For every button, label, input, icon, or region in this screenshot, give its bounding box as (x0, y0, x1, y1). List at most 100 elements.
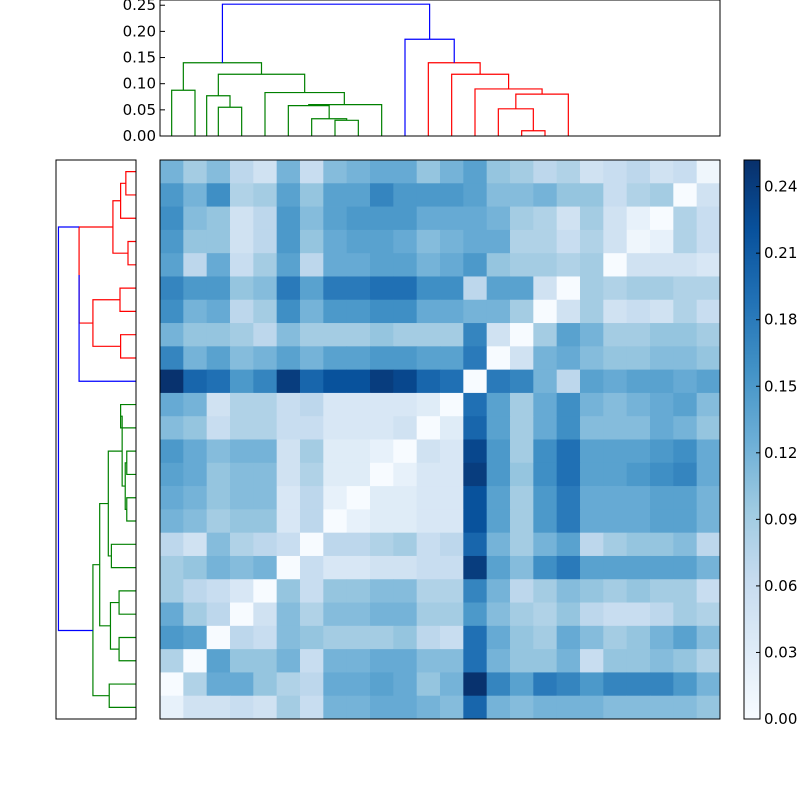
heatmap-cell-r8-c6 (300, 346, 324, 371)
heatmap-cell-r8-c20 (626, 346, 651, 371)
heatmap-cell-r13-c14 (486, 462, 511, 487)
heatmap-cell-r0-c5 (276, 160, 301, 184)
heatmap-cell-r1-c21 (650, 183, 674, 207)
left-dendrogram-link-6 (92, 299, 121, 347)
heatmap-cell-r7-c15 (510, 323, 534, 347)
heatmap-cell-r9-c12 (440, 369, 464, 394)
heatmap-cell-r16-c18 (580, 532, 604, 557)
heatmap-cell-r19-c12 (440, 602, 464, 627)
heatmap-cell-r8-c0 (160, 346, 184, 371)
left-dendrogram-link-14 (110, 543, 136, 569)
heatmap-cell-r22-c10 (393, 672, 418, 697)
heatmap-cell-r2-c8 (346, 206, 371, 231)
heatmap-cell-r6-c15 (510, 299, 534, 324)
heatmap-cell-r9-c13 (463, 369, 488, 394)
top-dendrogram-y-axis: 0.00 0.05 0.10 0.15 0.20 0.25 (123, 0, 165, 145)
heatmap-cell-r20-c11 (416, 625, 441, 650)
heatmap-cell-r18-c6 (300, 579, 324, 603)
heatmap-cell-r16-c10 (393, 532, 418, 557)
heatmap-cell-r1-c14 (486, 183, 511, 207)
colorbar-tick-label-8: 0.24 (764, 178, 797, 196)
heatmap-cell-r20-c20 (626, 625, 651, 650)
heatmap-cell-r6-c11 (416, 299, 441, 324)
heatmap-cell-r5-c5 (276, 276, 301, 301)
heatmap-cell-r22-c9 (370, 672, 394, 697)
heatmap-cell-r21-c2 (206, 649, 231, 673)
heatmap-cell-r6-c8 (346, 299, 371, 324)
heatmap-cell-r16-c9 (370, 532, 394, 557)
heatmap-cell-r23-c9 (370, 695, 394, 720)
heatmap-cell-r3-c3 (230, 229, 254, 254)
heatmap-cell-r22-c21 (650, 672, 674, 697)
heatmap-cell-r20-c22 (673, 625, 698, 650)
heatmap-cell-r21-c19 (603, 649, 628, 673)
heatmap-cell-r1-c13 (463, 183, 488, 207)
heatmap-cell-r12-c3 (230, 439, 254, 464)
heatmap-cell-r17-c21 (650, 555, 674, 580)
heatmap-cell-r9-c22 (673, 369, 698, 394)
heatmap-cell-r21-c5 (276, 649, 301, 673)
heatmap-cell-r10-c16 (533, 392, 558, 417)
heatmap-cell-r6-c13 (463, 299, 488, 324)
heatmap-cell-r18-c17 (556, 579, 581, 603)
heatmap-cell-r16-c20 (626, 532, 651, 557)
heatmap-cell-r15-c17 (556, 509, 581, 534)
heatmap-cell-r12-c15 (510, 439, 534, 464)
left-dendrogram-link-19 (107, 450, 123, 557)
heatmap-cell-r23-c4 (253, 695, 278, 720)
heatmap-cell-r22-c0 (160, 672, 184, 697)
heatmap-cell-r11-c17 (556, 416, 581, 440)
heatmap-cell-r1-c8 (346, 183, 371, 207)
heatmap-cell-r8-c3 (230, 346, 254, 371)
heatmap-cell-r15-c18 (580, 509, 604, 534)
heatmap-cell-r9-c0 (160, 369, 184, 394)
heatmap-cell-r6-c2 (206, 299, 231, 324)
heatmap-cell-r8-c23 (696, 346, 721, 371)
heatmap-cell-r13-c17 (556, 462, 581, 487)
heatmap-cell-r12-c1 (183, 439, 208, 464)
heatmap-cell-r3-c15 (510, 229, 534, 254)
heatmap-cell-r0-c19 (603, 160, 628, 184)
heatmap-cell-r3-c0 (160, 229, 184, 254)
heatmap-cell-r15-c20 (626, 509, 651, 534)
heatmap-cell-r7-c8 (346, 323, 371, 347)
heatmap-cell-r14-c7 (323, 486, 348, 510)
heatmap-cell-r12-c23 (696, 439, 721, 464)
heatmap-cell-r19-c9 (370, 602, 394, 627)
heatmap-cell-r10-c19 (603, 392, 628, 417)
heatmap-cell-r3-c16 (533, 229, 558, 254)
heatmap-cell-r21-c4 (253, 649, 278, 673)
heatmap-cell-r21-c15 (510, 649, 534, 673)
top-dendrogram-link-13 (474, 88, 543, 136)
heatmap-cell-r4-c8 (346, 253, 371, 277)
heatmap-cell-r8-c10 (393, 346, 418, 371)
heatmap-cell-r1-c2 (206, 183, 231, 207)
heatmap-cell-r21-c22 (673, 649, 698, 673)
heatmap-cell-r9-c11 (416, 369, 441, 394)
heatmap-cell-r11-c0 (160, 416, 184, 440)
heatmap-cell-r8-c19 (603, 346, 628, 371)
heatmap-cell-r23-c22 (673, 695, 698, 720)
heatmap-cell-r9-c15 (510, 369, 534, 394)
heatmap-cell-r18-c8 (346, 579, 371, 603)
heatmap-cell-r0-c2 (206, 160, 231, 184)
heatmap-cell-r21-c12 (440, 649, 464, 673)
heatmap-cell-r15-c15 (510, 509, 534, 534)
heatmap-cell-r5-c22 (673, 276, 698, 301)
heatmap-cell-r12-c12 (440, 439, 464, 464)
heatmap-cell-r14-c20 (626, 486, 651, 510)
heatmap-cell-r0-c18 (580, 160, 604, 184)
heatmap-cell-r21-c11 (416, 649, 441, 673)
heatmap-cell-r5-c8 (346, 276, 371, 301)
heatmap-cell-r23-c16 (533, 695, 558, 720)
heatmap-cell-r17-c7 (323, 555, 348, 580)
heatmap-cell-r10-c14 (486, 392, 511, 417)
heatmap-cell-r7-c1 (183, 323, 208, 347)
heatmap-cell-r0-c13 (463, 160, 488, 184)
heatmap-cell-r4-c17 (556, 253, 581, 277)
heatmap-cell-r10-c5 (276, 392, 301, 417)
heatmap-cell-r6-c19 (603, 299, 628, 324)
heatmap-cell-r3-c4 (253, 229, 278, 254)
heatmap-cell-r17-c1 (183, 555, 208, 580)
heatmap-cell-r16-c16 (533, 532, 558, 557)
